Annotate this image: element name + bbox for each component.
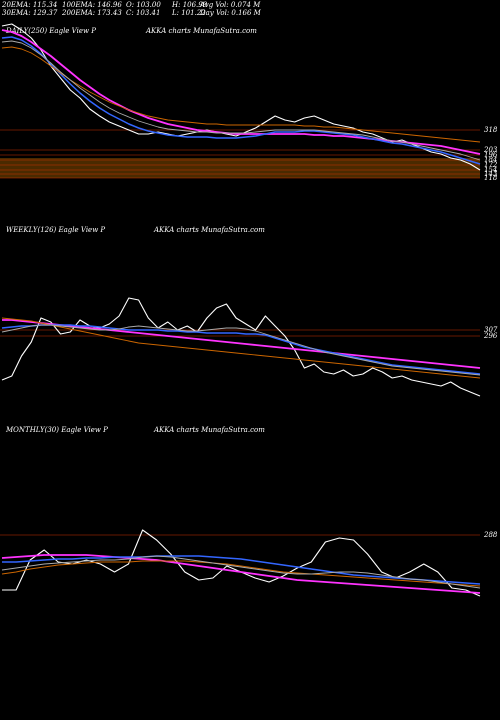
daily-series-ema-gray [1, 40, 481, 161]
monthly-series-ema-gray [1, 555, 481, 589]
daily-level-label: 118 [484, 174, 498, 182]
header-ema30: 30EMA: 129.37 [2, 9, 58, 17]
header-day-vol: Day Vol: 0.166 M [200, 9, 261, 17]
header-close: C: 103.41 [126, 9, 161, 17]
daily-level-label: 203 [483, 146, 498, 154]
weekly-level-label: 296 [483, 332, 498, 340]
header-open: O: 103.00 [126, 1, 161, 9]
weekly-series-ema-blue [1, 324, 481, 375]
daily-panel-title: DAILY(250) Eagle View P AKKA charts Munaf… [6, 27, 257, 35]
daily-panel-label: DAILY(250) Eagle View P [6, 27, 96, 35]
daily-level-label: 143 [484, 170, 498, 178]
monthly-level-label: 288 [483, 531, 498, 539]
header-high: H: 106.99 [172, 1, 208, 9]
daily-volume-band [0, 158, 480, 178]
daily-series-ema-blue [1, 36, 481, 165]
weekly-panel-title: WEEKLY(126) Eagle View P AKKA charts Muna… [6, 226, 265, 234]
header-ema200: 200EMA: 173.43 [62, 9, 122, 17]
header-low: L: 101.22 [172, 9, 206, 17]
daily-series-ema-orange [1, 46, 481, 143]
daily-series-ema-pink [1, 29, 481, 155]
weekly-series-ema-orange [1, 317, 481, 379]
monthly-series-price [2, 529, 481, 597]
weekly-series-ema-pink [2, 319, 481, 369]
daily-level-label: 184 [484, 156, 497, 164]
daily-panel-site: AKKA charts MunafaSutra.com [146, 27, 257, 35]
monthly-panel-site: AKKA charts MunafaSutra.com [154, 426, 265, 434]
weekly-panel-label: WEEKLY(126) Eagle View P [6, 226, 106, 234]
daily-level-label: 172 [484, 161, 498, 169]
header-ema20: 20EMA: 115.34 [2, 1, 58, 9]
monthly-series-ema-blue [2, 555, 481, 585]
monthly-panel-title: MONTHLY(30) Eagle View P AKKA charts Muna… [6, 426, 265, 434]
header-ema100: 100EMA: 146.96 [62, 1, 122, 9]
monthly-panel-label: MONTHLY(30) Eagle View P [6, 426, 108, 434]
weekly-panel-site: AKKA charts MunafaSutra.com [154, 226, 265, 234]
weekly-series-price [1, 297, 481, 397]
header-avg-vol: Avg Vol: 0.074 M [200, 1, 261, 9]
daily-level-label: 318 [484, 126, 498, 134]
monthly-series-ema-pink [1, 554, 481, 594]
daily-level-label: 196 [484, 151, 498, 159]
daily-level-label: 154 [484, 166, 497, 174]
weekly-level-label: 307 [484, 326, 498, 334]
weekly-series-ema-gray [1, 324, 481, 376]
daily-series-price [1, 23, 481, 171]
monthly-series-ema-orange [1, 560, 481, 587]
